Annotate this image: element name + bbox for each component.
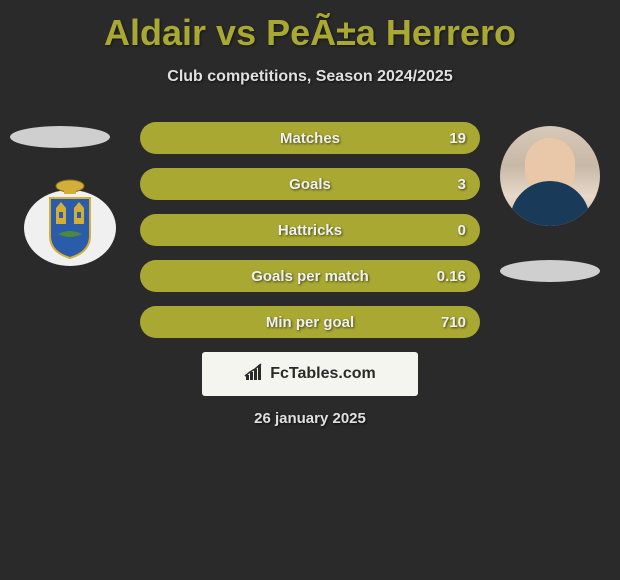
stat-value: 19 <box>449 130 466 147</box>
club-right-badge <box>500 260 600 282</box>
comparison-subtitle: Club competitions, Season 2024/2025 <box>0 68 620 86</box>
stat-row: Min per goal 710 <box>140 306 480 338</box>
logo-box[interactable]: FcTables.com <box>202 352 418 396</box>
stat-label: Goals <box>289 176 331 193</box>
stat-label: Hattricks <box>278 222 342 239</box>
logo-text: FcTables.com <box>270 365 376 383</box>
stat-row: Matches 19 <box>140 122 480 154</box>
stat-value: 0 <box>458 222 466 239</box>
stat-row: Hattricks 0 <box>140 214 480 246</box>
date-label: 26 january 2025 <box>0 410 620 427</box>
player-right-avatar <box>500 126 600 226</box>
stat-label: Goals per match <box>251 268 369 285</box>
stat-value: 710 <box>441 314 466 331</box>
chart-icon <box>244 363 264 386</box>
stat-label: Min per goal <box>266 314 354 331</box>
stat-value: 3 <box>458 176 466 193</box>
club-left-badge <box>20 178 120 266</box>
comparison-title: Aldair vs PeÃ±a Herrero <box>0 0 620 54</box>
stat-value: 0.16 <box>437 268 466 285</box>
stat-row: Goals 3 <box>140 168 480 200</box>
stat-label: Matches <box>280 130 340 147</box>
stat-row: Goals per match 0.16 <box>140 260 480 292</box>
stats-container: Matches 19 Goals 3 Hattricks 0 Goals per… <box>140 122 480 352</box>
player-left-avatar <box>10 126 110 148</box>
